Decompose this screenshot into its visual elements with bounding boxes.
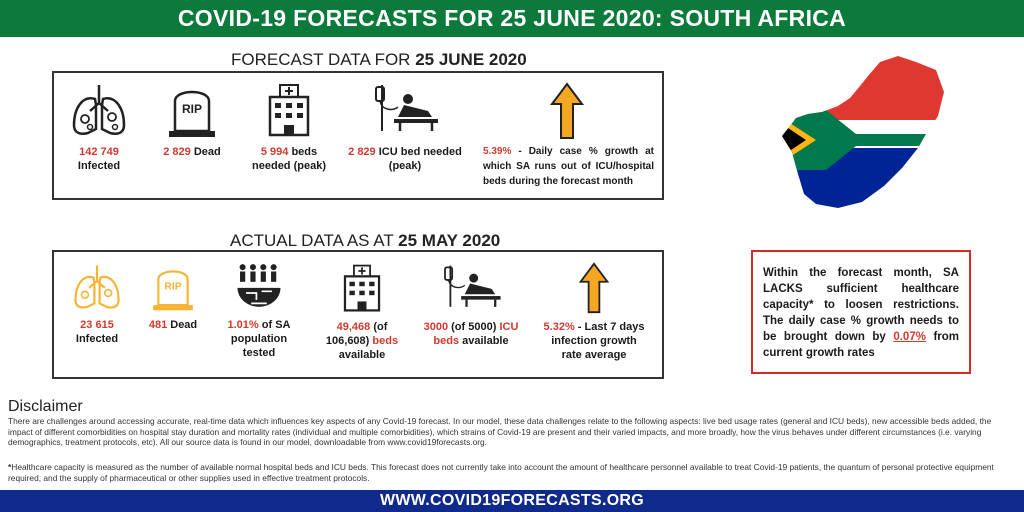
forecast-growth-value: 5.39% bbox=[483, 146, 512, 157]
actual-infected: 23 615 Infected bbox=[62, 262, 132, 346]
forecast-growth-note: 5.39% - Daily case % growth at which SA … bbox=[483, 146, 654, 187]
tombstone-text: RIP bbox=[164, 282, 181, 293]
actual-growth-value: 5.32% bbox=[543, 321, 575, 333]
south-africa-flag-map bbox=[782, 56, 944, 208]
icu-bed-icon bbox=[375, 85, 438, 131]
actual-beds-value: 49,468 bbox=[336, 321, 371, 333]
hospital-icon bbox=[343, 264, 381, 312]
actual-growth: 5.32% - Last 7 days infection growth rat… bbox=[538, 262, 650, 362]
footer-bar: WWW.COVID19FORECASTS.ORG bbox=[0, 490, 1024, 512]
actual-panel bbox=[52, 250, 664, 379]
forecast-icu: 2 829 ICU bed needed (peak) bbox=[340, 81, 470, 173]
lungs-virus-icon bbox=[72, 85, 126, 135]
footer-url[interactable]: WWW.COVID19FORECASTS.ORG bbox=[379, 492, 645, 509]
population-test-icon bbox=[237, 264, 281, 307]
actual-beds: 49,468 (of 106,608) beds available bbox=[320, 262, 404, 362]
growth-arrow-icon bbox=[578, 262, 610, 314]
hospital-icon bbox=[268, 84, 310, 137]
forecast-beds: 5 994 beds needed (peak) bbox=[242, 81, 336, 173]
forecast-beds-value: 5 994 bbox=[260, 146, 289, 158]
tombstone-text: RIP bbox=[182, 102, 202, 116]
lungs-virus-icon bbox=[74, 265, 120, 309]
actual-icu-value: 3000 bbox=[423, 321, 449, 333]
growth-arrow-icon bbox=[550, 82, 584, 139]
tombstone-rip-icon: RIP bbox=[169, 90, 215, 137]
forecast-dead-label: Dead bbox=[190, 146, 221, 158]
disclaimer-footnote: *Healthcare capacity is measured as the … bbox=[8, 462, 994, 483]
forecast-section-title: FORECAST DATA FOR 25 JUNE 2020 bbox=[231, 50, 527, 69]
forecast-infected-value: 142 749 bbox=[79, 146, 119, 158]
actual-section-title: ACTUAL DATA AS AT 25 MAY 2020 bbox=[230, 231, 501, 250]
page-title: COVID-19 FORECASTS FOR 25 JUNE 2020: SOU… bbox=[177, 5, 847, 31]
forecast-dead: RIP 2 829 Dead bbox=[150, 81, 234, 159]
forecast-infected-label: Infected bbox=[77, 160, 121, 172]
forecast-infected: 142 749 Infected bbox=[62, 81, 136, 173]
actual-tested-value: 1.01% bbox=[227, 319, 259, 331]
tombstone-rip-icon: RIP bbox=[153, 270, 193, 311]
forecast-icu-label: (peak) bbox=[388, 160, 422, 172]
actual-dead-value: 481 bbox=[148, 319, 168, 331]
icu-bed-icon bbox=[444, 265, 501, 307]
actual-tested: 1.01% of SA population tested bbox=[218, 262, 300, 360]
capacity-note: Within the forecast month, SA LACKS suff… bbox=[751, 250, 971, 374]
growth-reduction-value: 0.07% bbox=[893, 331, 926, 343]
disclaimer-text: There are challenges around accessing ac… bbox=[8, 416, 992, 447]
forecast-beds-label: needed (peak) bbox=[252, 160, 326, 172]
actual-dead: RIP 481 Dead bbox=[140, 262, 206, 332]
actual-dead-label: Dead bbox=[167, 319, 198, 331]
page-title-bar: COVID-19 FORECASTS FOR 25 JUNE 2020: SOU… bbox=[0, 0, 1024, 37]
actual-infected-label: Infected bbox=[75, 333, 119, 345]
forecast-icu-value: 2 829 bbox=[348, 146, 376, 158]
actual-infected-value: 23 615 bbox=[80, 319, 114, 331]
forecast-dead-value: 2 829 bbox=[163, 146, 191, 158]
actual-icu: 3000 (of 5000) ICU beds available bbox=[414, 262, 528, 348]
disclaimer-title: Disclaimer bbox=[8, 398, 83, 415]
forecast-panel bbox=[52, 71, 664, 200]
